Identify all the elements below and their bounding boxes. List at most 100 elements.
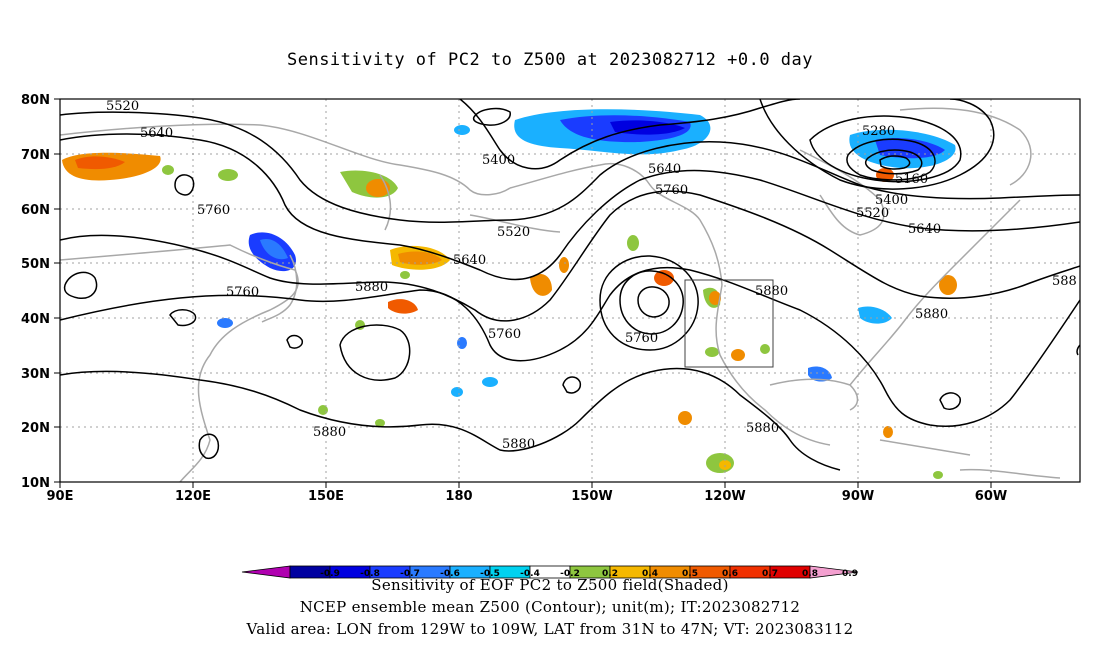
coastline-na-west <box>715 284 831 446</box>
colorbar-tick-label: -0.7 <box>400 569 420 579</box>
contour-low-2 <box>864 149 923 175</box>
shade-eastcoast-blue <box>858 306 892 324</box>
shade-canada-orange <box>876 168 894 182</box>
shade-pacific-orange-2 <box>388 299 418 314</box>
contour-loop-pacific <box>339 324 411 381</box>
shade-canada-darkblue <box>875 138 945 159</box>
shade-westcoast-orange <box>709 291 721 305</box>
shade-arctic-small <box>454 125 470 135</box>
coastline-hudson <box>799 149 885 236</box>
lat-label: 10N <box>21 476 50 491</box>
colorbar-tick-label: 0.2 <box>602 569 618 579</box>
shade-green-8 <box>375 419 385 427</box>
shade-green-1 <box>218 169 238 181</box>
shade-mexico-orange <box>731 349 745 361</box>
lat-label: 20N <box>21 421 50 436</box>
contour-label: 5520 <box>856 206 889 221</box>
contour-label: 5880 <box>915 307 948 322</box>
colorbar-tick-label: -0.5 <box>480 569 500 579</box>
colorbar-tick-label: 0.4 <box>642 569 658 579</box>
lat-axis-labels: 80N 70N 60N 50N 40N 30N 20N 10N <box>21 93 50 491</box>
coastline-kamchatka <box>379 174 392 231</box>
contour-low-1 <box>846 138 936 181</box>
contour-5520-a <box>60 111 1080 223</box>
lat-label: 60N <box>21 203 50 218</box>
colorbar-tick-label: 0.5 <box>682 569 698 579</box>
shade-pacific-blue-2 <box>457 337 467 349</box>
coastline-south-america <box>959 468 1061 479</box>
colorbar-tick-label: 0.6 <box>722 569 738 579</box>
shade-green-6 <box>162 165 174 175</box>
shade-pacific-orange <box>398 251 442 265</box>
contour-label: 5880 <box>755 284 788 299</box>
lat-label: 50N <box>21 257 50 272</box>
contour-label: 5640 <box>453 253 486 268</box>
colorbar-tick-label: 0.8 <box>802 569 818 579</box>
shade-green-4 <box>883 426 893 438</box>
coastline-caribbean <box>879 439 971 456</box>
colorbar-tick-label: 0.7 <box>762 569 778 579</box>
shade-green-12 <box>933 471 943 479</box>
shade-pacific-orange-3 <box>678 411 692 425</box>
lon-label: 150W <box>571 489 612 504</box>
z500-contours <box>60 99 1080 471</box>
lat-label: 30N <box>21 367 50 382</box>
shade-pacific-blue-4 <box>451 387 463 397</box>
contour-loop-tropics <box>198 433 220 460</box>
contour-label: 5880 <box>502 437 535 452</box>
contour-5400 <box>459 99 801 170</box>
lon-label: 90W <box>842 489 874 504</box>
shade-pacific-blue-3 <box>217 318 233 328</box>
colorbar-tick-label: 0.9 <box>842 569 858 579</box>
shade-kamchatka-orange <box>366 179 390 197</box>
negative-sensitivity-patches <box>217 109 956 397</box>
coastline-greenland <box>899 107 1032 186</box>
lat-label: 40N <box>21 312 50 327</box>
positive-sensitivity-patches <box>62 152 957 479</box>
colorbar-tick-label: -0.8 <box>360 569 380 579</box>
contour-loop-small-3 <box>562 376 582 394</box>
contour-label: 588 <box>1052 274 1077 289</box>
lat-lon-grid <box>60 99 1080 482</box>
shade-eastcoast-orange <box>939 275 957 295</box>
contour-5880-a <box>60 266 1080 427</box>
shade-gulfak-orange <box>654 270 674 286</box>
colorbar-tick-label: -0.2 <box>560 569 580 579</box>
lon-label: 120E <box>175 489 211 504</box>
contour-arctic-ring-2 <box>809 115 962 183</box>
contour-label: 5160 <box>895 172 928 187</box>
contour-label: 5880 <box>746 421 779 436</box>
lon-axis-labels: 90E 120E 150E 180 150W 120W 90W 60W <box>47 489 1008 504</box>
coastline-gulf-mexico <box>769 378 859 411</box>
footer: Sensitivity of EOF PC2 to Z500 field(Sha… <box>0 574 1100 640</box>
shade-aleutian-orange <box>530 274 552 296</box>
contour-labels: 5520 5640 5760 5400 5520 5640 5760 5880 … <box>106 99 1077 452</box>
contour-label: 5520 <box>497 225 530 240</box>
contour-5640-a <box>60 133 1080 281</box>
contour-label: 5760 <box>625 331 658 346</box>
lon-label: 150E <box>308 489 344 504</box>
shade-siberia-red <box>75 156 125 170</box>
footer-line-2: NCEP ensemble mean Z500 (Contour); unit(… <box>299 598 801 616</box>
contour-cutoff-1 <box>599 255 699 351</box>
contour-loop-small-4 <box>939 392 961 410</box>
contour-label: 5640 <box>648 162 681 177</box>
lon-label: 90E <box>47 489 74 504</box>
axis-ticks <box>54 98 992 488</box>
colorbar-right-arrow <box>809 565 859 579</box>
colorbar-tick-label: -0.6 <box>440 569 460 579</box>
shade-green-9 <box>705 347 719 357</box>
contour-loop-china <box>63 271 98 299</box>
contour-label: 5280 <box>862 124 895 139</box>
contour-loop-small-5 <box>472 107 511 126</box>
shade-green-2 <box>627 235 639 251</box>
colorbar-tick-label: -0.9 <box>320 569 340 579</box>
contour-label: 5400 <box>482 153 515 168</box>
shade-gulf-blue <box>808 366 832 382</box>
lon-label: 120W <box>704 489 745 504</box>
coastline-siberia <box>60 123 511 196</box>
plot-frame <box>59 98 1081 483</box>
contour-cutoff-3 <box>637 286 670 318</box>
shade-japan-lightblue <box>260 238 288 260</box>
